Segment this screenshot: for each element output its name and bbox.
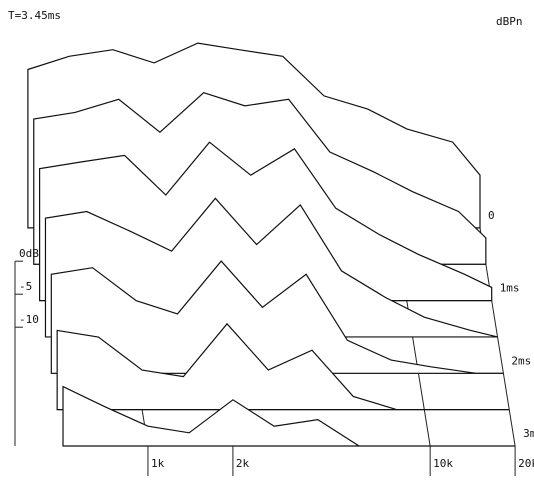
y-tick-label: -10: [19, 313, 39, 326]
y-tick-label: -5: [19, 280, 32, 293]
t-tick-label: 1ms: [500, 282, 520, 295]
t-tick-label: 2ms: [511, 354, 531, 367]
t-tick-label: 0: [488, 209, 495, 222]
chart-title: T=3.45ms: [8, 9, 61, 22]
decay-slice: [44, 197, 498, 338]
t-tick-label: 3ms: [523, 427, 534, 440]
x-tick-label: 10k: [433, 457, 453, 470]
x-tick-label: 20k: [518, 457, 534, 470]
x-tick-label: 2k: [236, 457, 250, 470]
unit-label: dBPn: [496, 15, 523, 28]
decay-slice: [56, 322, 510, 411]
x-tick-label: 1k: [151, 457, 165, 470]
decay-slice: [50, 260, 504, 374]
y-tick-label: 0dB: [19, 247, 39, 260]
decay-slice: [62, 385, 516, 447]
